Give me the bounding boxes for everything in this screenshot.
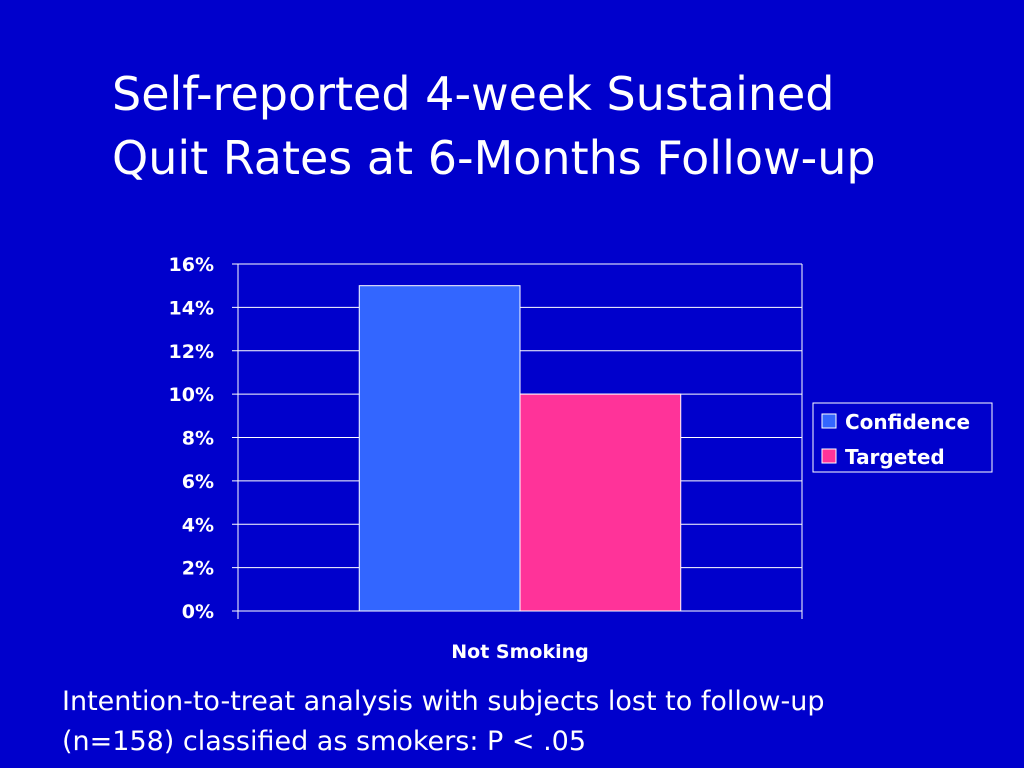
x-category-label: Not Smoking [451, 641, 588, 663]
slide-title-line-2: Quit Rates at 6-Months Follow-up [112, 131, 876, 185]
y-tick-label: 8% [182, 428, 214, 450]
legend-label-targeted: Targeted [845, 445, 945, 469]
y-tick-label: 14% [169, 297, 214, 319]
legend-swatch-confidence [821, 413, 837, 429]
legend-swatch-targeted [821, 448, 837, 464]
y-tick-label: 6% [182, 471, 214, 493]
slide-title: Self-reported 4-week Sustained Quit Rate… [112, 62, 992, 190]
caption-line-2: (n=158) classified as smokers: P < .05 [62, 726, 587, 757]
y-tick-label: 12% [169, 341, 214, 363]
caption: Intention-to-treat analysis with subject… [62, 682, 1002, 762]
legend-label-confidence: Confidence [845, 410, 970, 434]
bar-confidence [358, 285, 521, 612]
y-tick-label: 2% [182, 558, 214, 580]
caption-line-1: Intention-to-treat analysis with subject… [62, 686, 825, 717]
slide-title-line-1: Self-reported 4-week Sustained [112, 67, 835, 121]
y-tick-label: 4% [182, 514, 214, 536]
legend-box [812, 402, 993, 473]
y-tick-label: 16% [169, 254, 214, 276]
bar-targeted [519, 393, 682, 612]
y-tick-label: 0% [182, 601, 214, 623]
y-tick-label: 10% [169, 384, 214, 406]
